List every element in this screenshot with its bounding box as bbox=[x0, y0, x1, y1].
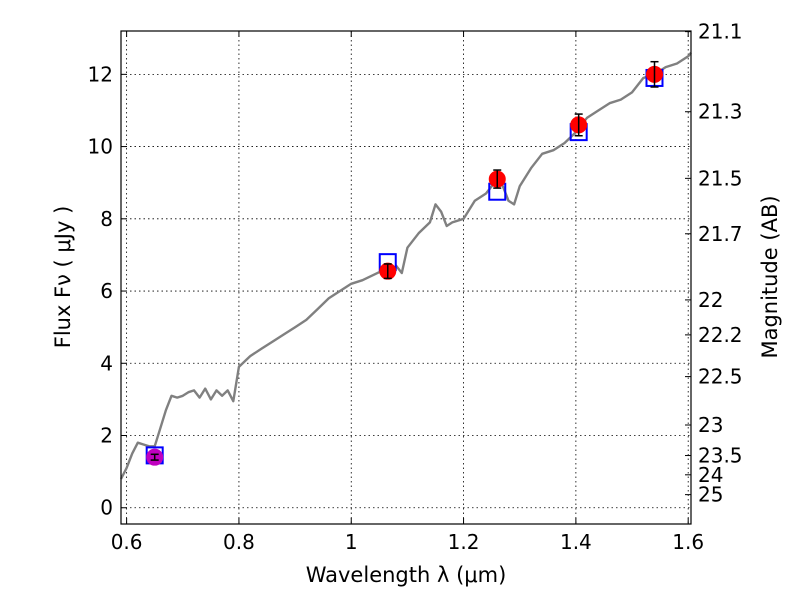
y-tick-label: 2 bbox=[100, 424, 113, 448]
y-tick-label: 4 bbox=[100, 351, 113, 375]
mag-tick-label: 21.5 bbox=[698, 166, 743, 190]
plot-frame bbox=[120, 30, 692, 525]
axis-ticks: 0.6 0.8 1 1.2 1.4 1.602468101221.121.321.521.… bbox=[88, 20, 743, 554]
y-axis-title: Flux Fν ( μJy ) bbox=[51, 206, 75, 349]
x-tick-label: 1 bbox=[345, 530, 358, 554]
x-tick-label: 1.6 bbox=[672, 530, 704, 554]
y-tick-label: 10 bbox=[88, 135, 113, 159]
mag-tick-label: 22 bbox=[698, 288, 723, 312]
x-axis-title: Wavelength λ (μm) bbox=[306, 563, 507, 587]
mag-tick-label: 22.2 bbox=[698, 323, 743, 347]
mag-tick-label: 25 bbox=[698, 483, 723, 507]
y-tick-label: 8 bbox=[100, 207, 113, 231]
y-tick-label: 12 bbox=[88, 62, 113, 86]
x-tick-label: 1.2 bbox=[448, 530, 480, 554]
y2-axis-title: Magnitude (AB) bbox=[758, 195, 782, 358]
mag-tick-label: 21.7 bbox=[698, 222, 743, 246]
mag-tick-label: 23.5 bbox=[698, 444, 743, 468]
mag-tick-label: 22.5 bbox=[698, 365, 743, 389]
x-tick-label: 0.6 bbox=[111, 530, 143, 554]
y-tick-label: 0 bbox=[100, 496, 113, 520]
mag-tick-label: 21.3 bbox=[698, 100, 743, 124]
mag-tick-label: 23 bbox=[698, 413, 723, 437]
x-tick-label: 0.8 bbox=[223, 530, 255, 554]
grid-lines bbox=[121, 31, 691, 524]
mag-tick-label: 21.1 bbox=[698, 20, 743, 44]
mag-tick-label: 24 bbox=[698, 463, 723, 487]
x-tick-label: 1.4 bbox=[560, 530, 592, 554]
data-layer bbox=[119, 51, 692, 480]
y-tick-label: 6 bbox=[100, 279, 113, 303]
